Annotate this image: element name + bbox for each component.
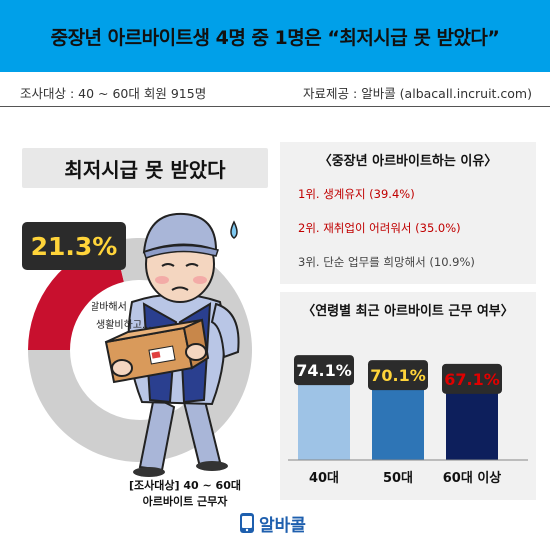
category-label-2: 50대 xyxy=(383,471,413,486)
logo: 알바콜 xyxy=(239,510,306,536)
reason-item-1: 1위. 생계유지 (39.4%) xyxy=(298,187,415,201)
divider xyxy=(0,106,550,107)
phone-logo-icon xyxy=(240,513,254,533)
title-bar: 중장년 아르바이트생 4명 중 1명은 “최저시급 못 받았다” xyxy=(0,0,550,72)
source-info: 자료제공 : 알바콜 (albacall.incruit.com) xyxy=(303,86,532,101)
category-label-3: 60대 이상 xyxy=(443,470,502,486)
bar-value-badge-2 xyxy=(368,360,428,391)
logo-text: 알바콜 xyxy=(259,515,306,536)
caption: [조사대상] 40 ~ 60대 아르바이트 근무자 xyxy=(105,478,265,510)
reasons-title: 〈중장년 아르바이트하는 이유〉 xyxy=(318,154,498,169)
reasons-panel: 〈중장년 아르바이트하는 이유〉 1위. 생계유지 (39.4%) 2위. 재취… xyxy=(280,142,536,284)
bar-value-label-1: 74.1% xyxy=(296,361,352,380)
worker-illustration: 알바해서 생활비하고... xyxy=(92,212,240,477)
bar-value-badge-3 xyxy=(442,363,502,394)
page-title: 중장년 아르바이트생 4명 중 1명은 “최저시급 못 받았다” xyxy=(50,26,500,49)
bar-value-label-2: 70.1% xyxy=(370,366,426,385)
percent-badge: 21.3% xyxy=(22,222,126,270)
bar-value-badge-1 xyxy=(294,355,354,386)
reason-item-3: 3위. 단순 업무를 희망해서 (10.9%) xyxy=(298,255,475,269)
headline-box: 최저시급 못 받았다 xyxy=(22,148,268,188)
speech-text-1: 알바해서 xyxy=(92,300,127,313)
bar-value-label-3: 67.1% xyxy=(444,370,500,389)
age-bar-chart: 74.1% 40대 70.1% 50대 67.1% 60대 이상 xyxy=(288,355,528,486)
meta-row: 조사대상 : 40 ~ 60대 회원 915명 자료제공 : 알바콜 (alba… xyxy=(20,80,532,102)
caption-line-2: 아르바이트 근무자 xyxy=(142,495,228,508)
headline-text: 최저시급 못 받았다 xyxy=(64,157,226,182)
reason-item-2: 2위. 재취업이 어려워서 (35.0%) xyxy=(298,221,461,235)
age-chart-title: 〈연령별 최근 아르바이트 근무 여부〉 xyxy=(302,304,514,319)
survey-info: 조사대상 : 40 ~ 60대 회원 915명 xyxy=(20,86,207,101)
percent-label: 21.3% xyxy=(30,231,118,261)
category-label-1: 40대 xyxy=(309,471,339,486)
speech-text-2: 생활비하고... xyxy=(96,318,152,331)
caption-line-1: [조사대상] 40 ~ 60대 xyxy=(129,479,241,492)
age-chart-panel: 74.1% 40대 70.1% 50대 67.1% 60대 이상 〈연령별 최근 아르바이… xyxy=(280,292,536,500)
